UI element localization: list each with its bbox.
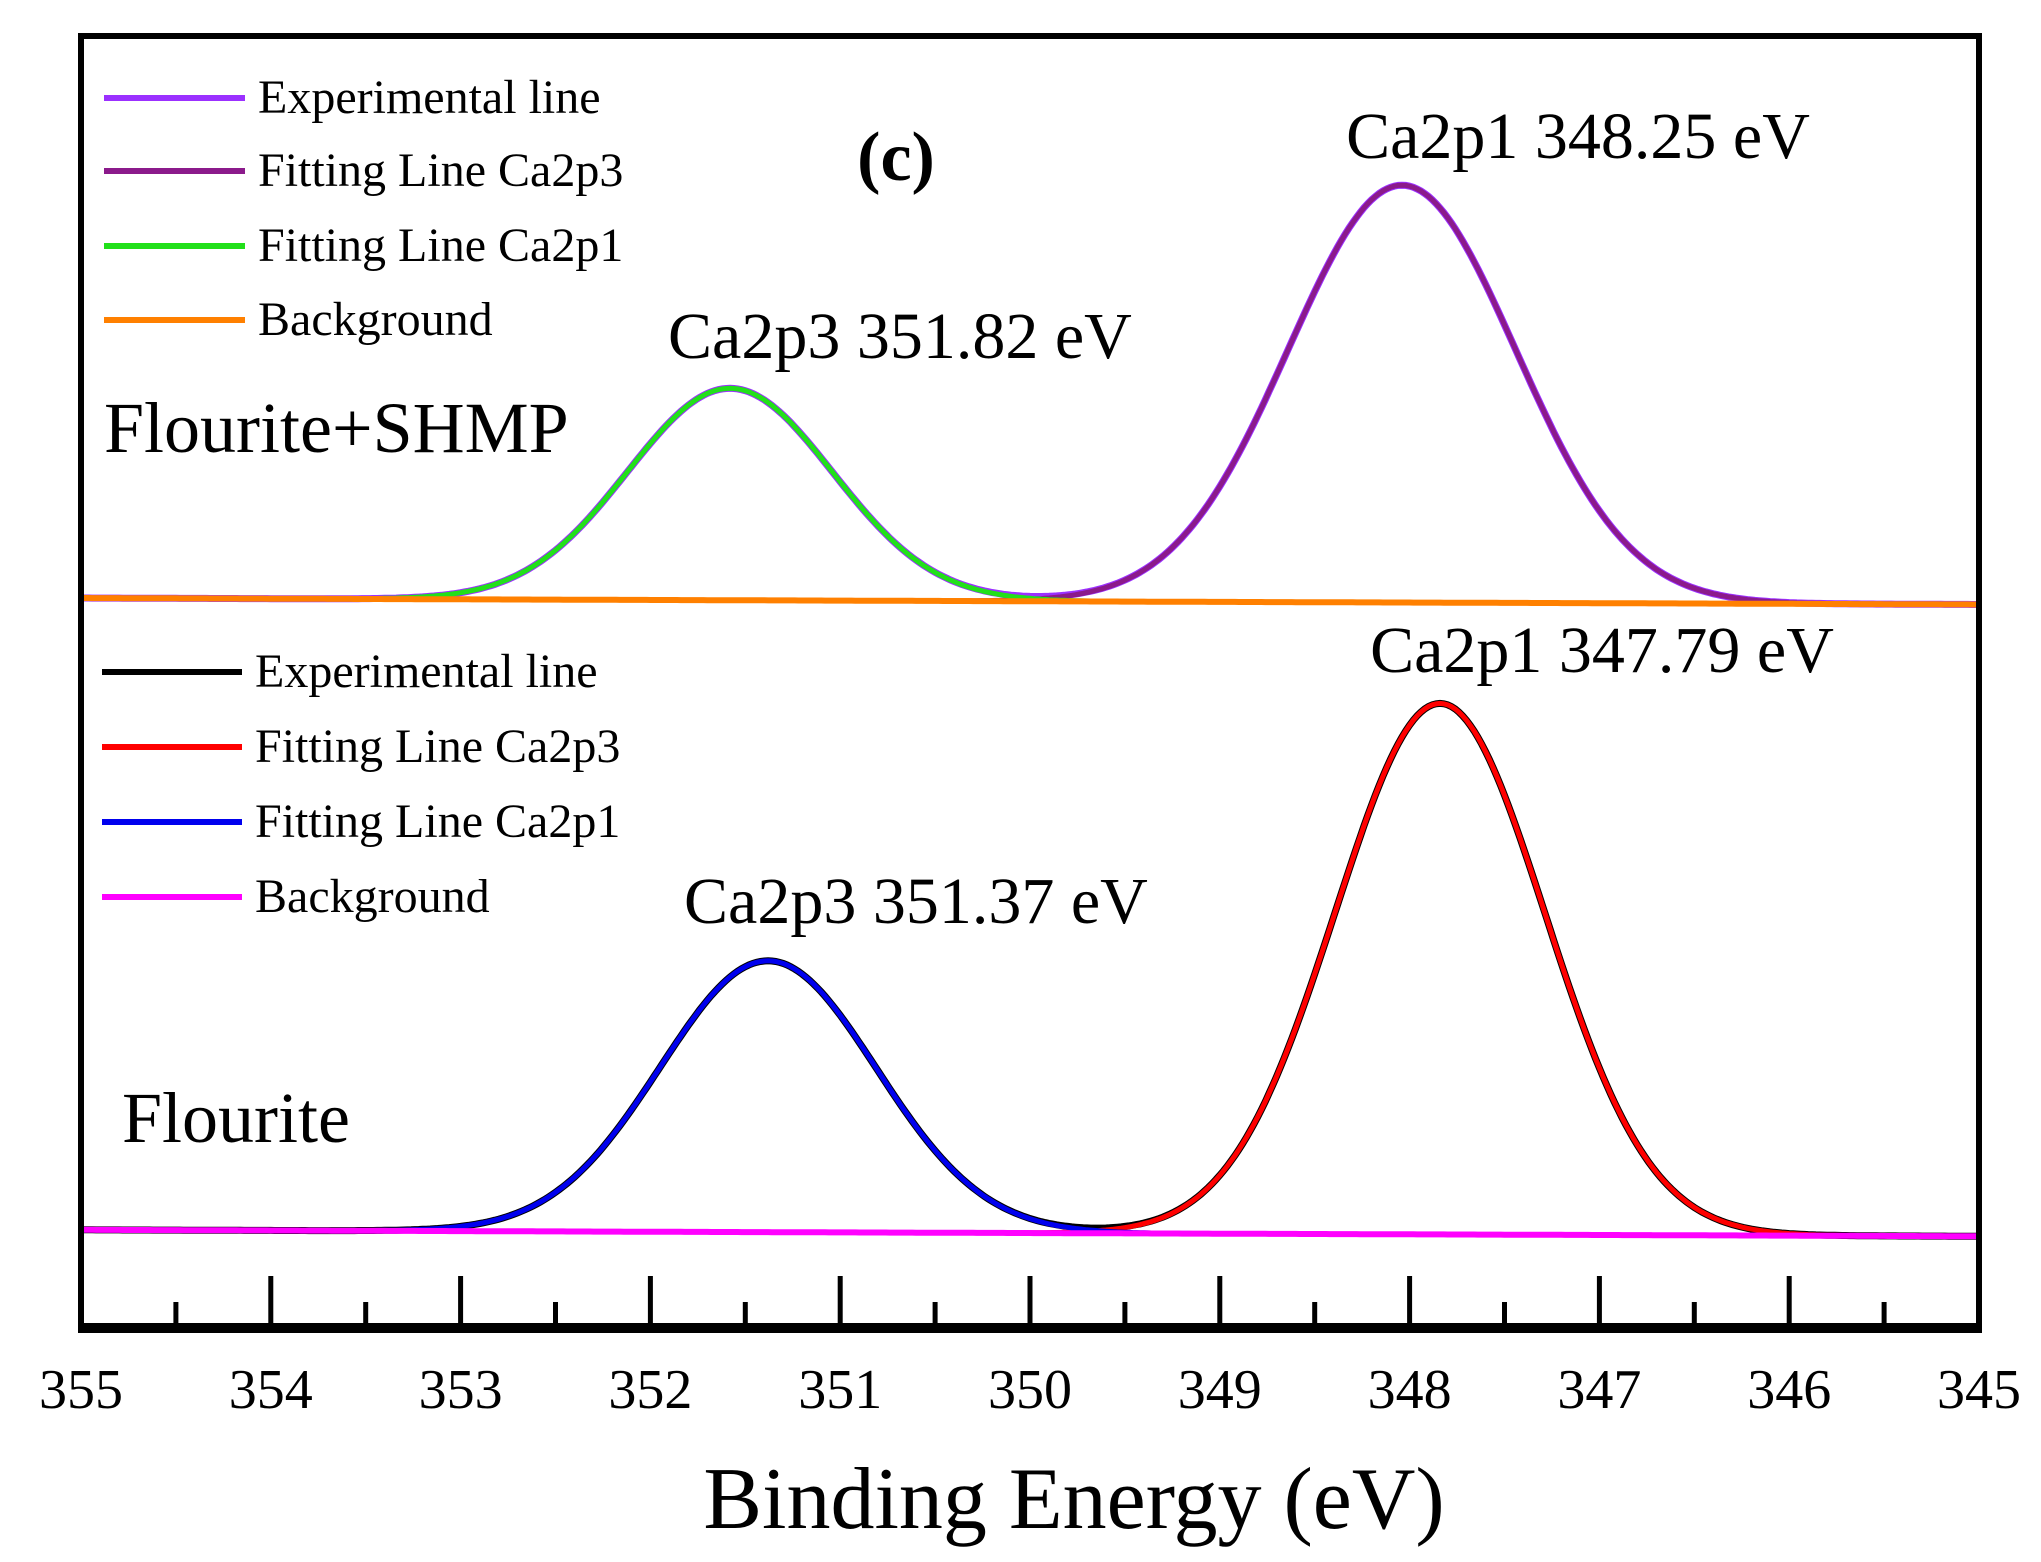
legend-item: Experimental line bbox=[104, 71, 601, 124]
background-line bbox=[81, 595, 1979, 608]
x-tick-label: 353 bbox=[419, 1359, 503, 1421]
peak-label-lower-ca2p3: Ca2p3 351.37 eV bbox=[684, 865, 1148, 938]
legend-item: Fitting Line Ca2p1 bbox=[102, 795, 620, 848]
x-tick-label: 355 bbox=[39, 1359, 123, 1421]
x-tick-label: 347 bbox=[1557, 1359, 1641, 1421]
legend-item: Fitting Line Ca2p1 bbox=[104, 219, 623, 272]
panel-flourite bbox=[81, 699, 1979, 1240]
x-tick-label: 345 bbox=[1937, 1359, 2021, 1421]
legend-item: Experimental line bbox=[102, 645, 598, 698]
x-axis-title: Binding Energy (eV) bbox=[703, 1451, 1444, 1548]
legend-label: Experimental line bbox=[255, 645, 598, 698]
peak-label-upper-ca2p1: Ca2p1 348.25 eV bbox=[1346, 100, 1810, 173]
fit-ca2p1-line bbox=[81, 958, 1979, 1239]
sample-label-upper: Flourite+SHMP bbox=[104, 388, 569, 468]
legend-label: Fitting Line Ca2p1 bbox=[258, 219, 623, 272]
sample-label-lower: Flourite bbox=[122, 1078, 350, 1158]
legends: Experimental line Fitting Line Ca2p3 Fitti… bbox=[102, 71, 623, 923]
x-tick-label: 351 bbox=[798, 1359, 882, 1421]
fit-ca2p3-line bbox=[81, 700, 1979, 1239]
legend-label: Background bbox=[255, 870, 490, 923]
x-ticks: 355 354 353 352 351 350 349 348 347 346 345 bbox=[39, 1276, 2021, 1421]
legend-item: Background bbox=[102, 870, 490, 923]
x-tick-label: 349 bbox=[1178, 1359, 1262, 1421]
legend-label: Experimental line bbox=[258, 71, 601, 124]
panel-label: (c) bbox=[857, 119, 935, 196]
peak-label-lower-ca2p1: Ca2p1 347.79 eV bbox=[1370, 614, 1834, 687]
legend-label: Background bbox=[258, 293, 493, 346]
peak-label-upper-ca2p3: Ca2p3 351.82 eV bbox=[668, 300, 1132, 373]
panel-flourite-shmp bbox=[81, 181, 1979, 608]
x-tick-label: 346 bbox=[1747, 1359, 1831, 1421]
x-tick-label: 350 bbox=[988, 1359, 1072, 1421]
legend-item: Fitting Line Ca2p3 bbox=[104, 144, 623, 197]
x-tick-label: 348 bbox=[1368, 1359, 1452, 1421]
legend-item: Background bbox=[104, 293, 493, 346]
x-tick-label: 354 bbox=[229, 1359, 313, 1421]
legend-label: Fitting Line Ca2p3 bbox=[255, 720, 620, 773]
background-line bbox=[81, 1226, 1979, 1240]
x-tick-label: 352 bbox=[608, 1359, 692, 1421]
legend-label: Fitting Line Ca2p1 bbox=[255, 795, 620, 848]
experimental-line bbox=[81, 699, 1979, 1240]
curves bbox=[81, 181, 1979, 1240]
legend-label: Fitting Line Ca2p3 bbox=[258, 144, 623, 197]
legend-item: Fitting Line Ca2p3 bbox=[102, 720, 620, 773]
